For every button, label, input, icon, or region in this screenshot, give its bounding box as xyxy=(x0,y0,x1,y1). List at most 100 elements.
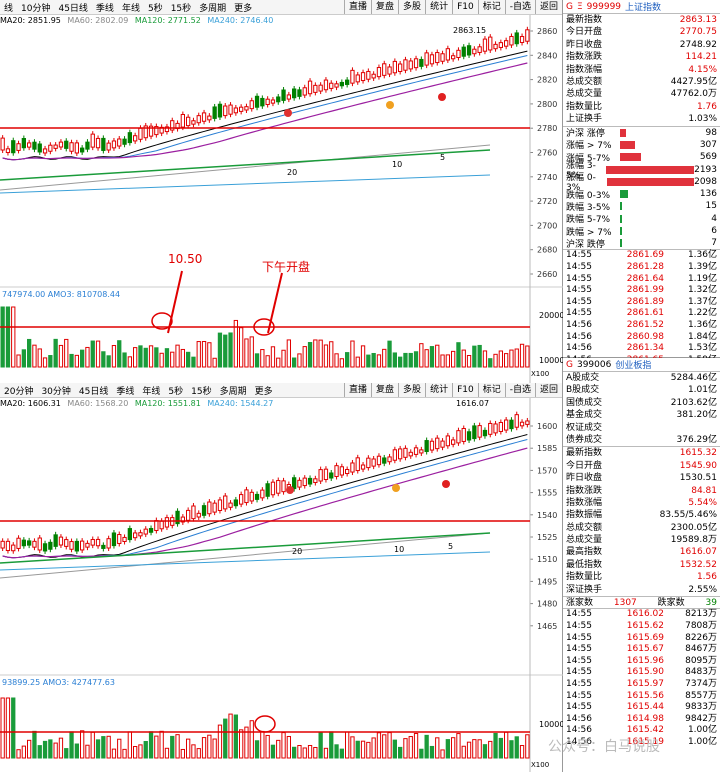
period-tab-2[interactable]: 45日线 xyxy=(58,3,88,14)
period-tab-5[interactable]: 5秒 xyxy=(147,3,163,14)
candle xyxy=(355,71,360,85)
tick-row: 14:55 1616.02 8213万 xyxy=(563,609,720,621)
quote-value: 1530.51 xyxy=(679,473,717,484)
period-tab-3[interactable]: 季线 xyxy=(116,386,135,397)
period-tab-0[interactable]: 20分钟 xyxy=(4,386,34,397)
volume-bar xyxy=(281,349,286,368)
signal-heart-icon[interactable] xyxy=(284,109,292,117)
candle xyxy=(371,455,376,470)
volume-bar xyxy=(233,319,238,368)
sh-index-name[interactable]: 上证指数 xyxy=(625,3,662,13)
candle xyxy=(302,84,307,99)
turnover-label: 国债成交 xyxy=(566,397,603,408)
top-kline-chart[interactable]: 2860 2840 2820 2800 2780 2760 2740 2720 2700 2680… xyxy=(0,15,563,383)
breadth-label: 涨幅 > 7% xyxy=(566,141,612,152)
ma240-legend: MA240: 1544.27 xyxy=(207,399,274,408)
candle xyxy=(408,57,413,72)
volume-bar xyxy=(292,746,297,759)
toolbar-button-6[interactable]: -自选 xyxy=(504,383,535,397)
volume-bar xyxy=(69,353,74,368)
period-tab-0[interactable]: 线 xyxy=(4,3,14,14)
tick-time: 14:55 xyxy=(566,296,592,307)
period-tab-3[interactable]: 季线 xyxy=(95,3,114,14)
toolbar-button-3[interactable]: 统计 xyxy=(425,383,452,397)
toolbar-button-7[interactable]: 返回 xyxy=(534,0,562,14)
candle xyxy=(201,109,207,125)
toolbar-button-0[interactable]: 直播 xyxy=(344,383,371,397)
high-price-label: 2863.15 xyxy=(453,26,486,35)
toolbar-button-4[interactable]: F10 xyxy=(452,383,478,397)
breadth-count: 569 xyxy=(699,152,717,163)
volume-bar xyxy=(482,350,488,368)
quote-row: 总成交额 2300.05亿 xyxy=(563,522,720,534)
signal-dot-icon[interactable] xyxy=(438,93,446,101)
candle xyxy=(276,93,281,105)
period-tab-8[interactable]: 更多 xyxy=(234,3,253,14)
quote-label: 指数涨跌 xyxy=(566,485,603,496)
signal-diamond-icon[interactable] xyxy=(386,101,394,109)
toolbar-button-2[interactable]: 多股 xyxy=(398,383,425,397)
signal-diamond-icon[interactable] xyxy=(392,484,400,492)
volume-bar xyxy=(376,732,382,759)
cyb-index-name[interactable]: 创业板指 xyxy=(615,361,652,371)
toolbar-button-5[interactable]: 标记 xyxy=(477,0,505,14)
quote-value: 1616.07 xyxy=(679,547,717,558)
candle xyxy=(21,537,27,549)
tick-price: 2860.98 xyxy=(626,331,664,342)
breadth-label: 涨幅 3-5% xyxy=(566,161,596,182)
candle xyxy=(159,124,164,137)
cyb-turnover-table: A股成交 5284.46亿 B股成交 1.01亿 国债成交 2103.62亿 基金成交 381… xyxy=(563,372,720,446)
candle xyxy=(249,97,254,112)
toolbar-button-2[interactable]: 多股 xyxy=(398,0,425,14)
toolbar-button-4[interactable]: F10 xyxy=(452,0,478,14)
toolbar-button-3[interactable]: 统计 xyxy=(425,0,452,14)
volume-bar xyxy=(217,332,223,368)
volume-bar xyxy=(180,748,185,759)
period-tab-2[interactable]: 45日线 xyxy=(78,386,109,397)
quote-row: 指数量比 1.76 xyxy=(563,101,720,113)
period-tab-7[interactable]: 多周期 xyxy=(219,386,247,397)
toolbar-button-0[interactable]: 直播 xyxy=(344,0,371,14)
toolbar-button-6[interactable]: -自选 xyxy=(504,0,535,14)
sh-quote-table: 最新指数 2863.13 今日开盘 2770.75 昨日收盘 2748.92 指数涨跌 114… xyxy=(563,14,720,126)
period-tab-6[interactable]: 15秒 xyxy=(191,386,212,397)
tick-volume: 1.00亿 xyxy=(687,736,717,747)
candle xyxy=(111,137,117,151)
candle xyxy=(143,122,148,141)
period-tab-8[interactable]: 更多 xyxy=(254,386,273,397)
price-tick-label: 2840 xyxy=(537,51,557,60)
volume-unit: X100 xyxy=(531,761,549,769)
breadth-row: 沪深 涨停 98 xyxy=(563,127,720,140)
quote-value: 2300.05亿 xyxy=(670,522,717,533)
turnover-value: 5284.46亿 xyxy=(670,373,717,383)
candle xyxy=(16,535,21,552)
period-tab-7[interactable]: 多周期 xyxy=(199,3,227,14)
period-tab-6[interactable]: 15秒 xyxy=(170,3,192,14)
candle xyxy=(270,479,276,498)
toolbar-button-7[interactable]: 返回 xyxy=(534,383,562,397)
quote-row: 上证换手 1.03% xyxy=(563,113,720,125)
period-tab-4[interactable]: 年线 xyxy=(121,3,140,14)
volume-bar xyxy=(27,739,32,759)
ma-period-label: 5 xyxy=(448,542,453,551)
toolbar-button-5[interactable]: 标记 xyxy=(477,383,505,397)
period-tab-1[interactable]: 10分钟 xyxy=(21,3,51,14)
candle xyxy=(456,427,461,446)
toolbar-button-1[interactable]: 复盘 xyxy=(371,383,398,397)
period-tab-1[interactable]: 30分钟 xyxy=(41,386,71,397)
volume-bar xyxy=(472,345,477,368)
volume-bar xyxy=(360,740,366,759)
volume-bar xyxy=(265,355,270,368)
quote-label: 深证换手 xyxy=(566,584,603,595)
signal-heart-icon[interactable] xyxy=(286,486,294,494)
volume-bar xyxy=(133,347,138,368)
period-tab-4[interactable]: 年线 xyxy=(142,386,161,397)
cyb-tick-list[interactable]: 14:55 1616.02 8213万 14:55 1615.62 7808万 14:55 1… xyxy=(563,608,720,748)
bottom-kline-chart[interactable]: 1600 1585 1570 1555 1540 1525 1510 1495 1480 1465… xyxy=(0,398,563,772)
candle xyxy=(207,499,212,517)
candle xyxy=(122,534,127,545)
toolbar-button-1[interactable]: 复盘 xyxy=(371,0,398,14)
signal-dot-icon[interactable] xyxy=(442,480,450,488)
period-tab-5[interactable]: 5秒 xyxy=(168,386,184,397)
volume-bar xyxy=(207,342,212,368)
